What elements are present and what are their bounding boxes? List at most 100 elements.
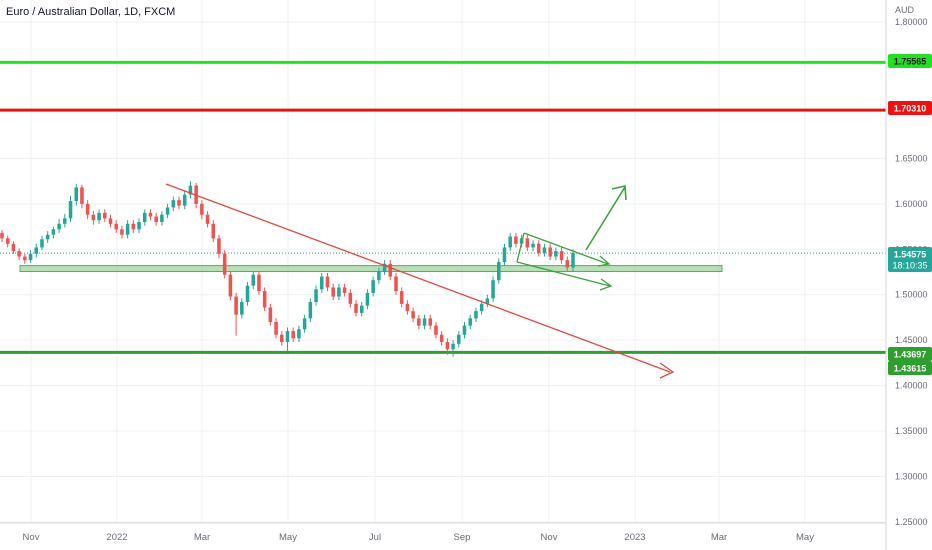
candle-body (280, 334, 284, 342)
candle-body (137, 222, 141, 230)
candle-body (514, 236, 518, 244)
candle (451, 340, 455, 357)
candle (348, 289, 353, 308)
candle-body (496, 262, 501, 281)
candle-body (240, 302, 244, 315)
candle (245, 282, 250, 306)
channel-lower-line[interactable] (516, 261, 611, 287)
candle (120, 225, 124, 239)
price-tag-support-a: 1.43697 (888, 347, 932, 361)
candle (97, 209, 101, 224)
candle (394, 272, 398, 295)
x-tick-label: Jul (369, 532, 381, 543)
candle (125, 220, 130, 239)
candle (302, 314, 307, 333)
candle-body (491, 280, 495, 299)
candle-body (97, 212, 101, 221)
price-tag-support-a-label: 1.43697 (894, 350, 927, 360)
candle (548, 243, 552, 261)
price-tag-support-b: 1.43615 (888, 361, 932, 375)
candle-body (371, 280, 375, 293)
candle (337, 283, 341, 301)
candle (485, 294, 490, 308)
candle-body (342, 287, 347, 293)
candle-body (479, 303, 484, 312)
candle (491, 276, 495, 302)
candle-body (542, 247, 547, 253)
candle-body (274, 322, 278, 335)
candle (536, 240, 541, 257)
price-tag-current-value: 1.54575 (894, 250, 927, 260)
candle (274, 318, 278, 339)
candle (40, 235, 44, 251)
channel-left-edge (516, 232, 525, 263)
candle-body (257, 274, 261, 292)
candle (257, 271, 261, 295)
candle (325, 272, 330, 292)
price-axis[interactable]: AUD 1.800001.650001.600001.550001.500001… (885, 0, 932, 550)
candle (531, 240, 535, 252)
x-tick-label: 2023 (624, 532, 645, 543)
candle (508, 232, 512, 252)
candle-body (200, 203, 204, 215)
candle-body (531, 243, 535, 248)
candle-body (302, 318, 307, 330)
candle-body (445, 342, 450, 350)
y-tick-label: 1.35000 (895, 426, 928, 436)
candle-body (405, 303, 410, 312)
candle-body (114, 223, 118, 230)
candle (285, 327, 290, 352)
time-axis[interactable]: Nov 2022 Mar May Jul Sep Nov 2023 Mar May (0, 522, 886, 543)
breakout-arrow-line[interactable] (585, 186, 626, 251)
x-tick-label: Nov (23, 532, 40, 543)
candle (74, 183, 79, 206)
candle-body (108, 218, 113, 224)
candle (91, 211, 96, 225)
candle (542, 243, 547, 257)
candle-body (394, 276, 398, 292)
downtrend-line[interactable] (165, 183, 671, 373)
candle (228, 271, 233, 301)
candle-body (0, 232, 4, 239)
y-tick-label: 1.80000 (895, 17, 928, 27)
candle (422, 314, 427, 330)
candle-body (45, 234, 50, 240)
currency-label: AUD (895, 5, 915, 15)
candle-body (17, 251, 21, 257)
candle (365, 289, 370, 310)
candle (559, 247, 564, 264)
candle (331, 283, 335, 301)
candle-body (228, 274, 233, 297)
y-tick-label: 1.60000 (895, 199, 928, 209)
candle (177, 196, 181, 210)
candle-body (417, 318, 421, 326)
candle-body (182, 194, 187, 206)
candle (217, 234, 221, 259)
candle (251, 271, 256, 290)
candle-body (125, 223, 130, 235)
candle (314, 285, 318, 306)
candle (291, 327, 295, 342)
candle-body (245, 285, 250, 302)
candle-body (411, 311, 415, 319)
candle-body (359, 305, 364, 313)
candle (188, 181, 193, 199)
candle (445, 338, 450, 355)
candle-body (331, 287, 335, 297)
candle-body (508, 236, 512, 248)
channel-upper-line[interactable] (523, 232, 609, 265)
support-zone[interactable] (19, 265, 723, 273)
candle-body (211, 223, 216, 239)
candle-body (57, 223, 61, 230)
x-tick-label: 2022 (106, 532, 127, 543)
channel-upper-arrowhead (597, 255, 611, 267)
x-tick-label: May (796, 532, 814, 543)
candle (137, 218, 141, 233)
candle-body (85, 203, 90, 215)
candle (240, 298, 244, 319)
candle-body (28, 253, 33, 261)
candle-body (188, 185, 193, 195)
candle (262, 287, 267, 312)
x-tick-label: Nov (541, 532, 558, 543)
